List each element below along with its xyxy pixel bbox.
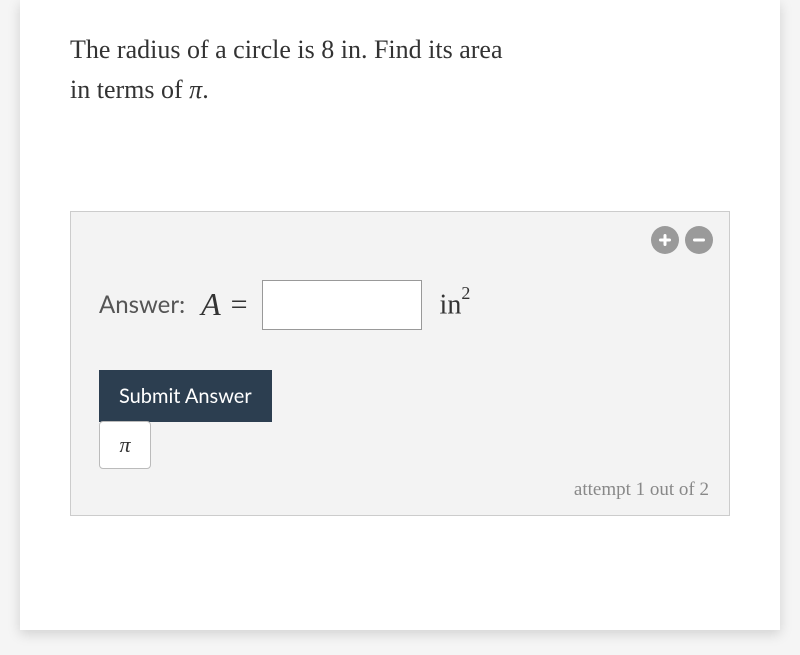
question-text: The radius of a circle is 8 in. Find its… bbox=[70, 30, 730, 111]
attempt-counter: attempt 1 out of 2 bbox=[91, 479, 709, 501]
question-line1: The radius of a circle is 8 in. Find its… bbox=[70, 35, 502, 64]
answer-variable: A bbox=[201, 286, 221, 323]
plus-icon bbox=[657, 232, 673, 248]
question-line2-suffix: . bbox=[202, 75, 209, 104]
answer-unit: in2 bbox=[440, 287, 471, 321]
question-card: The radius of a circle is 8 in. Find its… bbox=[20, 0, 780, 630]
unit-base: in bbox=[440, 290, 462, 321]
answer-equals: = bbox=[231, 288, 248, 322]
submit-answer-button[interactable]: Submit Answer bbox=[99, 370, 272, 422]
panel-controls bbox=[651, 226, 713, 254]
submit-row: Submit Answer π bbox=[91, 370, 709, 469]
answer-label: Answer: bbox=[99, 290, 185, 319]
zoom-out-button[interactable] bbox=[685, 226, 713, 254]
answer-panel: Answer: A = in2 Submit Answer π attempt … bbox=[70, 211, 730, 516]
zoom-in-button[interactable] bbox=[651, 226, 679, 254]
unit-exponent: 2 bbox=[461, 283, 470, 303]
minus-icon bbox=[691, 232, 707, 248]
answer-row: Answer: A = in2 bbox=[91, 280, 709, 330]
question-pi-symbol: π bbox=[189, 75, 202, 104]
answer-input[interactable] bbox=[262, 280, 422, 330]
pi-symbol-button[interactable]: π bbox=[99, 421, 151, 469]
question-line2-prefix: in terms of bbox=[70, 75, 189, 104]
